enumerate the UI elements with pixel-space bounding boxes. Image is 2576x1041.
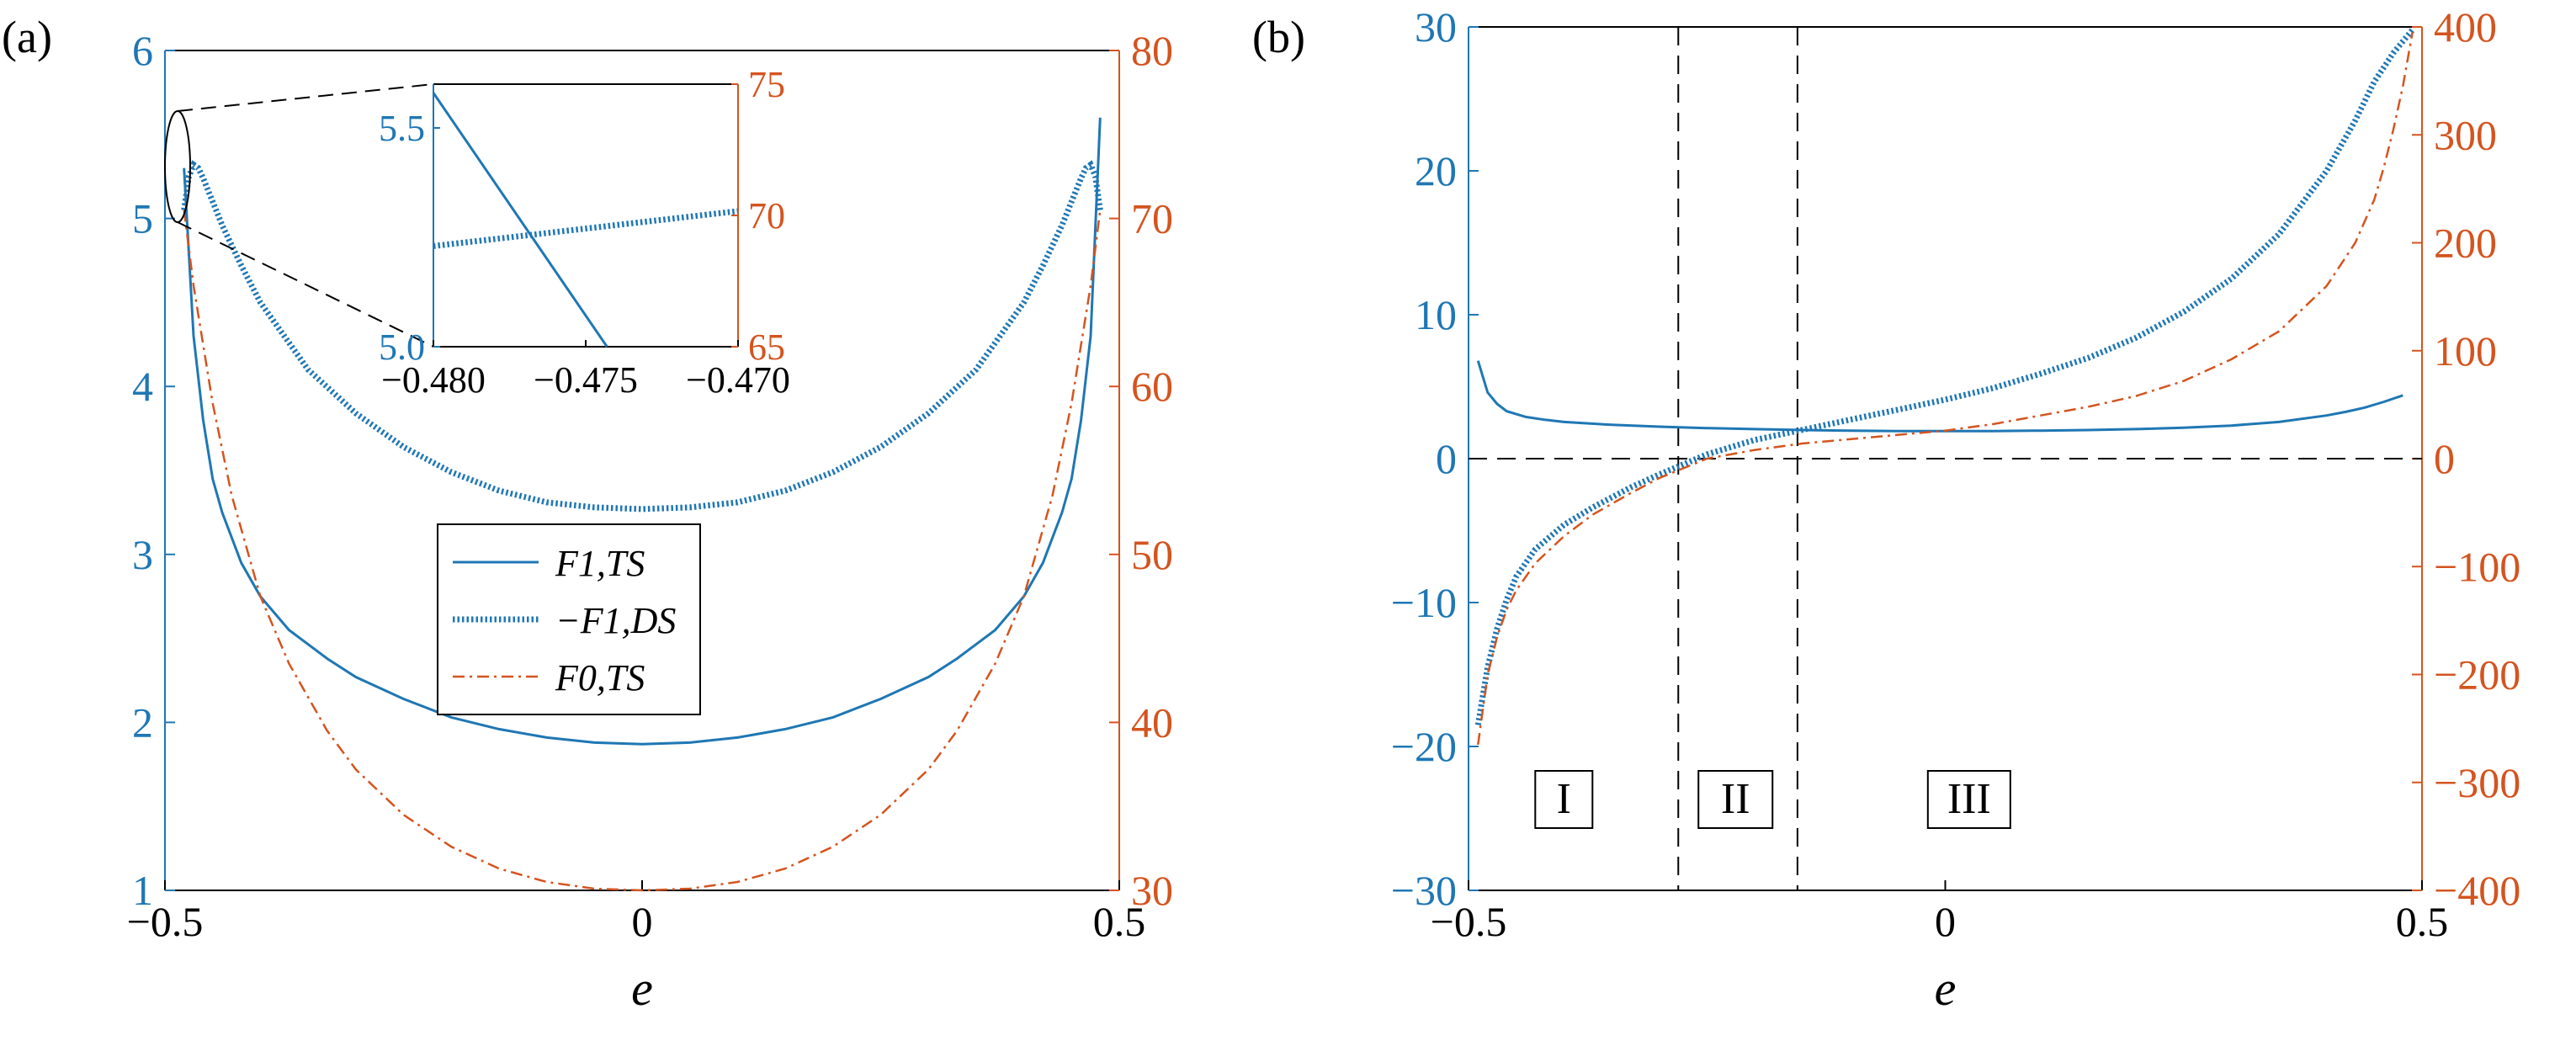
inset-chart: −0.480 −0.475 −0.470 5.0 5.5 65 70 75	[379, 64, 790, 401]
left-y-tick-label: −20	[1391, 723, 1457, 770]
legend-f0-ts-label: F0,TS	[555, 657, 645, 698]
legend-f1-ts-label: F1,TS	[555, 543, 645, 584]
left-y-tick-label: 5	[132, 195, 153, 242]
x-tick-label: 0	[632, 898, 653, 945]
panel-label: (a)	[2, 12, 52, 62]
series-f1-ts-line	[183, 117, 1102, 746]
left-y-tick-label: 20	[1415, 147, 1457, 194]
inset-right-tick-label: 70	[748, 195, 785, 236]
right-y-tick-label: 400	[2434, 3, 2497, 50]
right-y-tick-label: 80	[1131, 27, 1173, 74]
zoom-ellipse	[164, 110, 191, 223]
series-minus-f1-ds-line	[181, 160, 1103, 513]
left-y-tick-label: 4	[132, 363, 153, 410]
left-y-tick-label: −30	[1391, 867, 1457, 914]
x-tick-label: 0	[1935, 898, 1956, 945]
inset-minus-f1-ds-line	[433, 208, 739, 249]
inset-left-tick-label: 5.0	[379, 327, 425, 368]
region-label-iii: III	[1926, 770, 2011, 829]
inset-right-tick-label: 65	[748, 327, 785, 368]
x-axis-label: e	[631, 961, 653, 1016]
series-minus-f1-ds-line	[1474, 28, 2415, 725]
right-y-tick-label: 0	[2434, 435, 2455, 482]
x-tick-label: −0.5	[127, 898, 204, 945]
left-y-tick-label: 0	[1436, 435, 1457, 482]
region-label-i: I	[1534, 770, 1594, 829]
x-tick-label: −0.5	[1431, 898, 1507, 945]
zoom-connector-bottom	[177, 221, 434, 348]
right-y-tick-label: −100	[2434, 543, 2520, 590]
inset-x-tick-label: −0.475	[534, 359, 638, 401]
left-y-tick-label: 10	[1415, 291, 1457, 338]
region-box	[1926, 770, 2011, 829]
right-y-tick-label: −200	[2434, 651, 2520, 698]
series-f1-ts-line	[1476, 360, 2403, 433]
right-y-tick-label: 300	[2434, 111, 2497, 158]
region-box	[1697, 770, 1774, 829]
panel-b: −0.5 0 0.5−30−20−100102030−400−300−200−100…	[1252, 3, 2520, 1016]
right-y-tick-label: 60	[1131, 363, 1173, 410]
left-y-tick-label: 30	[1415, 3, 1457, 50]
panel-label: (b)	[1252, 12, 1305, 62]
right-y-tick-label: −300	[2434, 759, 2520, 806]
legend-minus-f1-ds-label: −F1,DS	[555, 600, 676, 641]
region-box	[1534, 770, 1594, 829]
x-tick-label: 0.5	[2396, 898, 2449, 945]
left-y-tick-label: 3	[132, 531, 153, 578]
right-y-tick-label: 50	[1131, 531, 1173, 578]
region-text: III	[1947, 775, 1991, 823]
region-text: I	[1557, 775, 1571, 823]
right-y-tick-label: −400	[2434, 867, 2520, 914]
x-axis-label: e	[1935, 961, 1957, 1016]
inset-left-tick-label: 5.5	[379, 108, 425, 149]
left-y-tick-label: 6	[132, 27, 153, 74]
inset-right-tick-label: 75	[748, 64, 785, 105]
inset-f1-ts-line	[432, 92, 608, 348]
right-y-tick-label: 70	[1131, 195, 1173, 242]
right-y-tick-label: 30	[1131, 867, 1173, 914]
region-label-ii: II	[1697, 770, 1774, 829]
inset-x-tick-label: −0.480	[381, 359, 486, 401]
x-tick-label: 0.5	[1093, 898, 1146, 945]
inset-x-tick-label: −0.470	[686, 359, 790, 401]
right-y-tick-label: 200	[2434, 220, 2497, 267]
left-y-tick-label: 2	[132, 698, 153, 746]
left-y-tick-label: −10	[1391, 579, 1457, 626]
region-text: II	[1721, 775, 1750, 823]
series-f0-ts-line	[183, 210, 1102, 892]
right-y-tick-label: 100	[2434, 327, 2497, 374]
left-y-tick-label: 1	[132, 867, 153, 914]
zoom-connector-top	[177, 83, 434, 112]
series-f0-ts-line	[1477, 32, 2414, 746]
legend: F1,TS −F1,DS F0,TS	[437, 523, 701, 715]
right-y-tick-label: 40	[1131, 698, 1173, 746]
